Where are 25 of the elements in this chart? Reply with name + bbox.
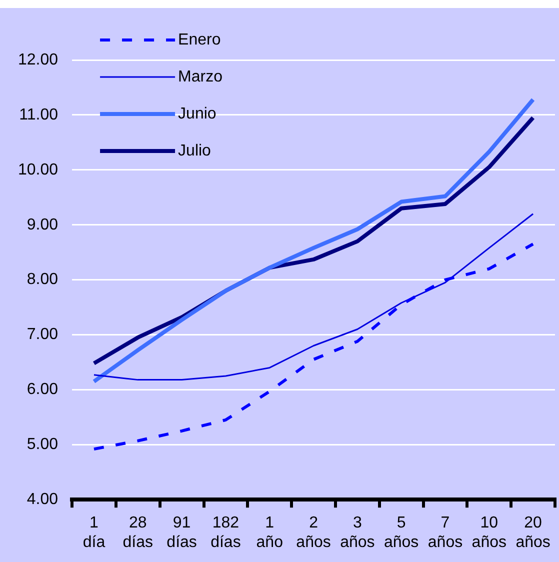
x-tick-label: 7 años	[428, 514, 463, 551]
x-tick-label: 182 días	[210, 514, 241, 551]
y-tick-label: 8.00	[26, 271, 58, 288]
y-tick-label: 12.00	[18, 51, 58, 68]
x-tick-label: 10 años	[472, 514, 506, 551]
legend-label: Enero	[178, 31, 221, 48]
y-tick-label: 7.00	[26, 326, 58, 344]
x-tick-label: 2 años	[296, 514, 331, 551]
y-tick-label: 4.00	[26, 491, 58, 508]
y-tick-label: 11.00	[19, 106, 58, 124]
x-tick-label: 5 años	[384, 514, 419, 551]
y-tick-label: 5.00	[26, 436, 58, 454]
line-series	[92, 242, 535, 451]
y-tick-label: 6.00	[26, 381, 58, 398]
x-tick-label: 1 día	[82, 514, 106, 551]
x-tick-label: 91 días	[166, 514, 197, 551]
x-tick-label: 3 años	[340, 514, 375, 551]
legend-label: Junio	[178, 105, 216, 122]
x-tick-label: 1 año	[256, 514, 284, 551]
x-tick-label: 28 días	[122, 514, 154, 551]
legend-label: Marzo	[178, 68, 223, 86]
x-tick-label: 20 años	[516, 514, 550, 551]
y-tick-label: 10.00	[18, 161, 58, 178]
legend-label: Julio	[178, 142, 212, 160]
y-tick-label: 9.00	[26, 216, 58, 234]
